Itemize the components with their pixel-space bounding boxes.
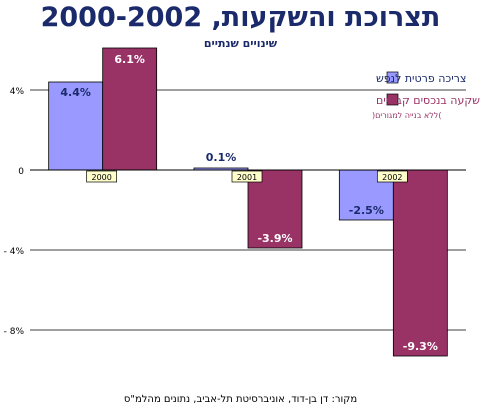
data-label-consumption: 4.4% [60, 86, 91, 99]
legend-note-investment: )ללא בנייה למגורים( [372, 111, 441, 120]
x-tick-label: 2000 [91, 173, 111, 182]
chart-title: תצרוכת והשקעות, 2000-2002 [40, 2, 441, 33]
data-label-consumption: -2.5% [349, 204, 384, 217]
chart-subtitle: שינויים שנתיים [203, 37, 278, 50]
y-tick-label: - 8% [4, 327, 25, 337]
bar-consumption-2000 [48, 81, 104, 171]
legend-swatch-consumption [386, 71, 399, 84]
y-tick-label: 0 [18, 167, 24, 177]
source-note: מקור: דן בן-דוד, אוניברסיטת תל-אביב, נתו… [123, 394, 358, 405]
x-tick-label: 2001 [237, 173, 257, 182]
legend-label-consumption: צריכה פרטית לנפש [376, 72, 466, 85]
x-tick-box [231, 170, 263, 183]
data-label-investment: -9.3% [403, 340, 438, 353]
bar-investment-2002 [392, 169, 448, 357]
x-tick-box [376, 170, 408, 183]
y-tick-label: 4% [10, 87, 25, 97]
data-label-investment: -3.9% [257, 232, 292, 245]
bar-investment-2001 [247, 169, 303, 249]
bar-investment-2000 [102, 47, 158, 171]
data-label-consumption: 0.1% [206, 151, 237, 164]
data-label-investment: 6.1% [114, 53, 145, 66]
legend-label-investment: השקעה בנכסים קבועים [376, 94, 481, 107]
y-tick-label: - 4% [4, 247, 25, 257]
legend-swatch-investment [386, 93, 399, 106]
x-tick-box [86, 170, 118, 183]
x-tick-label: 2002 [382, 173, 402, 182]
